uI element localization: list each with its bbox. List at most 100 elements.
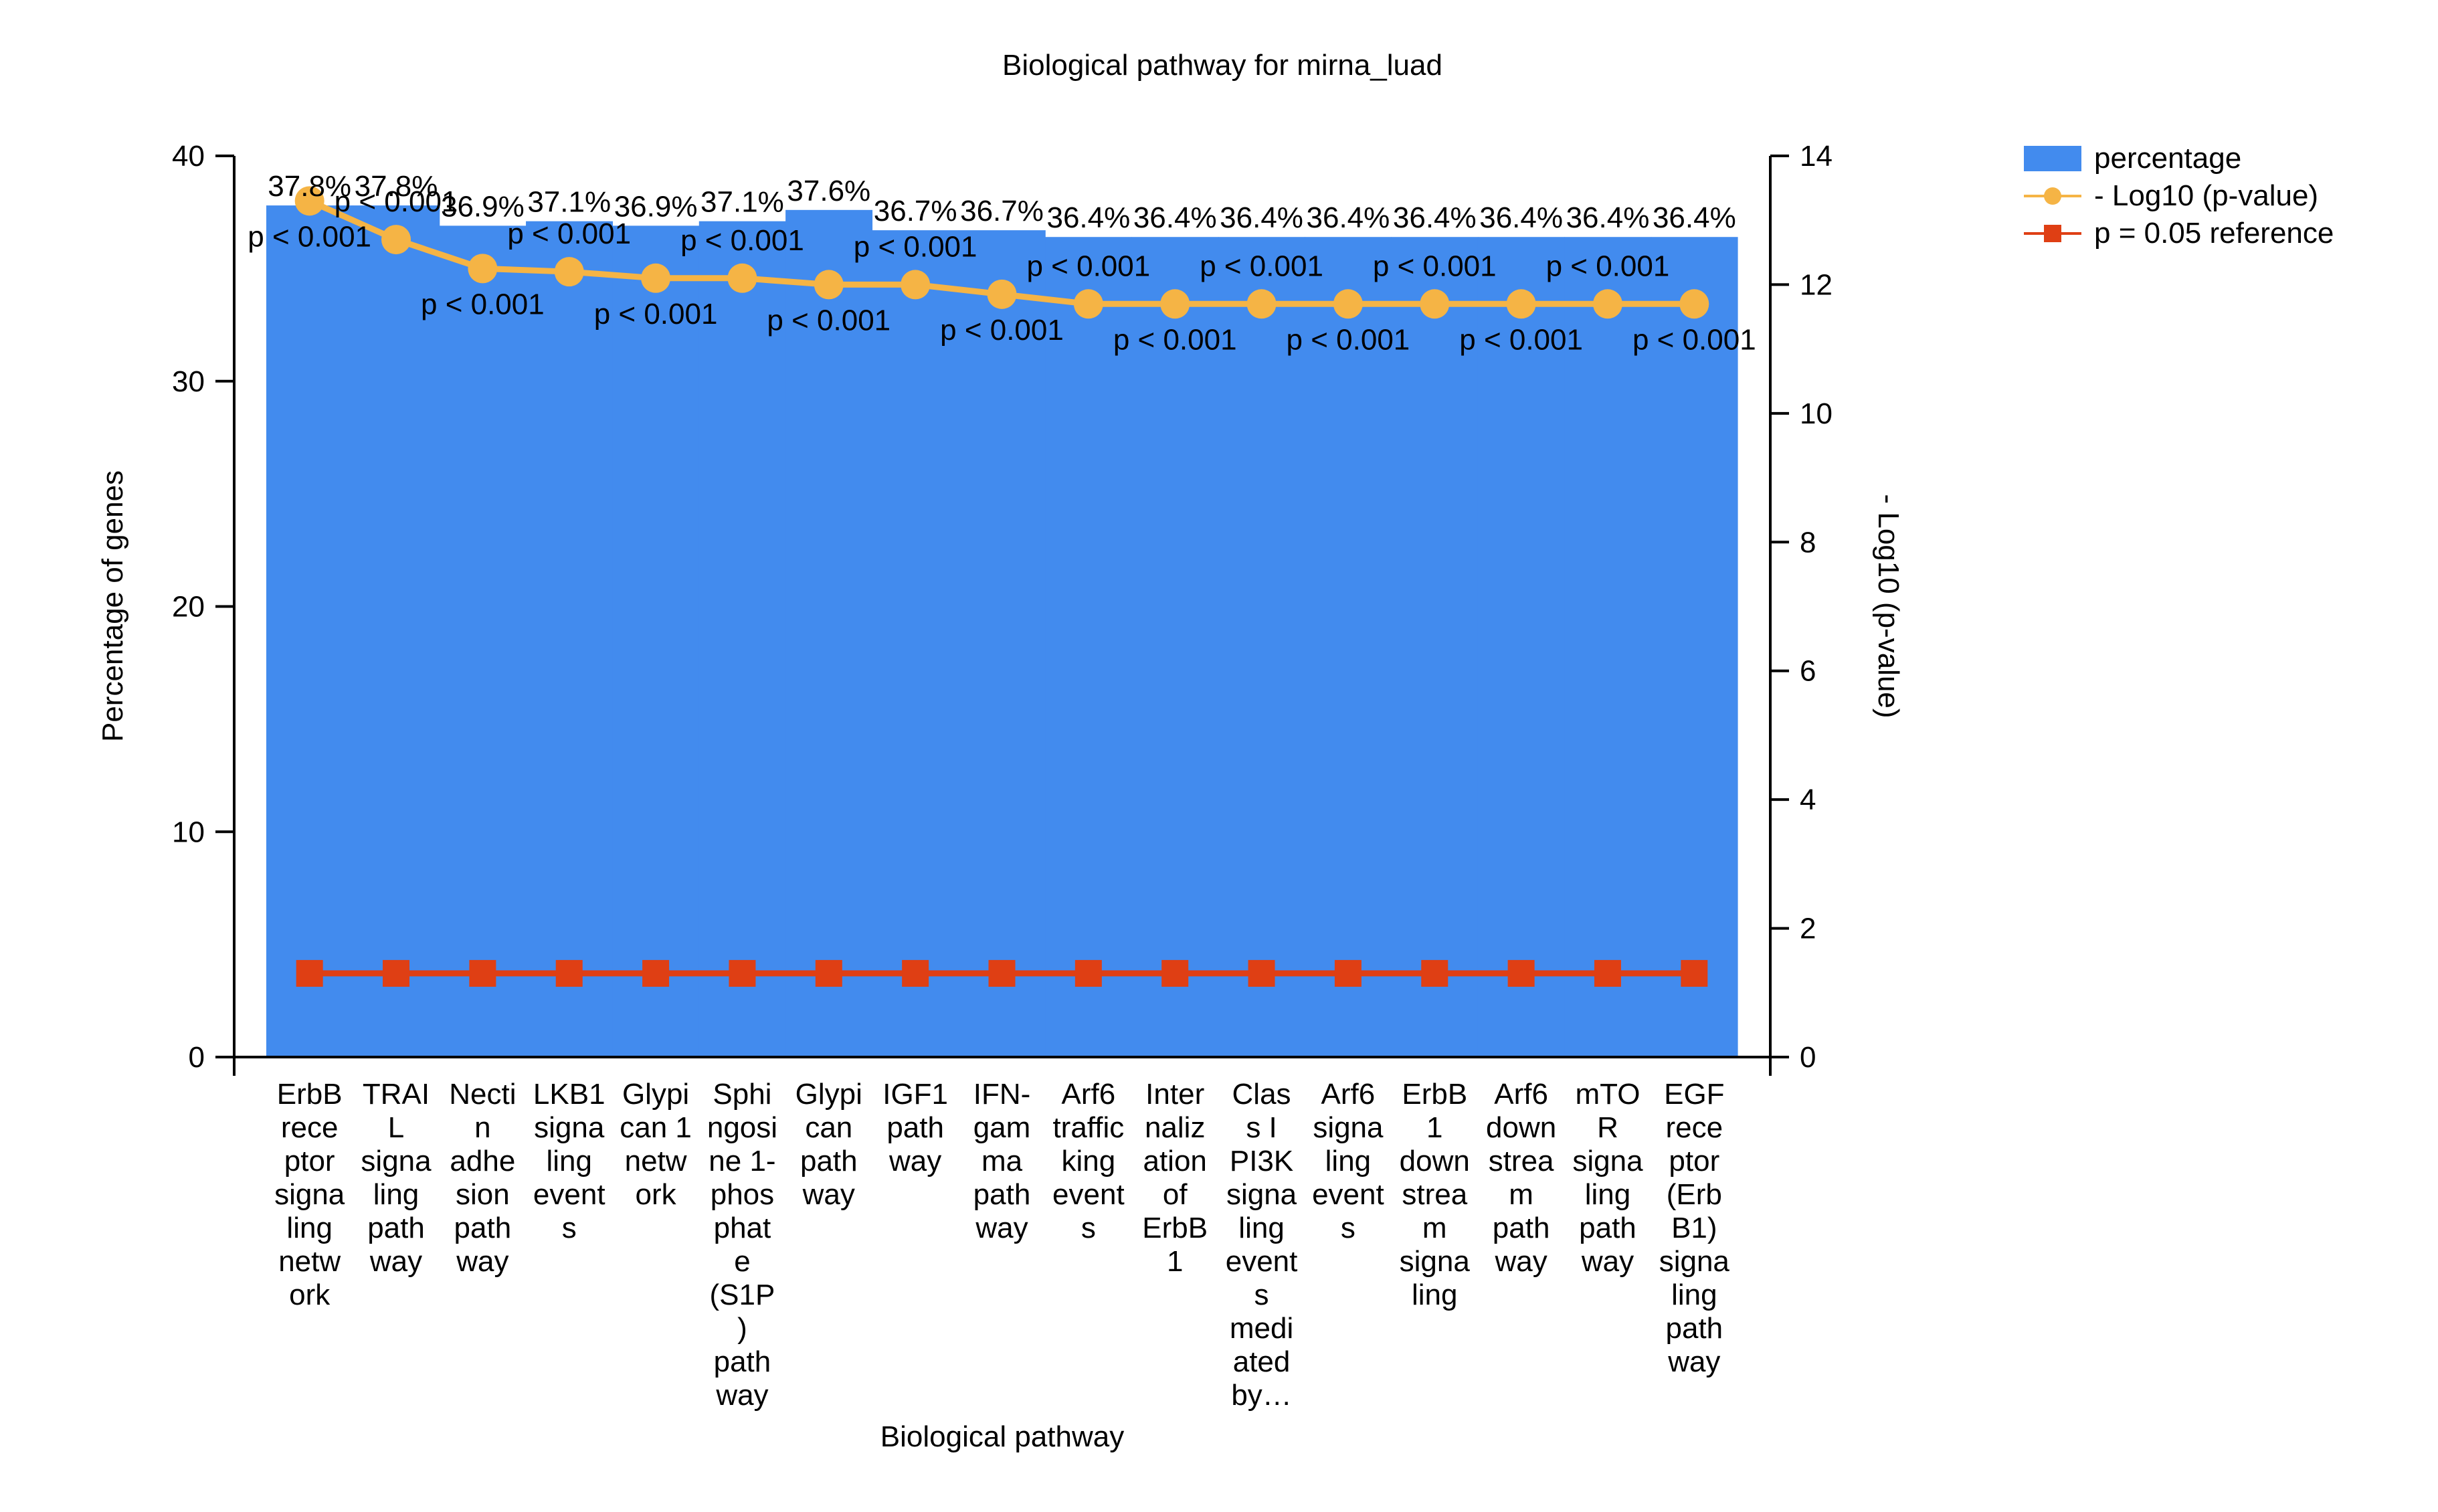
x-tick-label-line: m — [1422, 1212, 1447, 1244]
legend-swatch-pvalue-marker — [2044, 187, 2061, 205]
legend-label-reference: p = 0.05 reference — [2094, 217, 2334, 250]
bar — [1305, 237, 1392, 1058]
legend-swatch-reference-marker — [2044, 225, 2061, 242]
x-tick-label-line: ling — [286, 1212, 333, 1244]
y2-tick-label: 14 — [1800, 140, 1833, 173]
pvalue-label: p < 0.001 — [421, 288, 545, 320]
legend-swatch-percentage — [2024, 146, 2081, 171]
x-tick-label-line: path — [886, 1111, 944, 1144]
bar — [1391, 237, 1479, 1058]
x-tick-label-line: (Erb — [1667, 1178, 1722, 1211]
y-tick-label: 20 — [172, 591, 205, 624]
x-tick-label-line: B1) — [1671, 1212, 1717, 1244]
x-tick-label-line: phos — [711, 1178, 774, 1211]
bar-value-label: 37.1% — [700, 186, 784, 219]
pvalue-label: p < 0.001 — [594, 298, 718, 330]
x-tick-label-line: ErbB — [1142, 1212, 1208, 1244]
x-tick-label-line: way — [888, 1145, 941, 1177]
x-tick-label-line: IGF1 — [882, 1078, 948, 1111]
x-tick-label-line: ling — [1412, 1279, 1458, 1311]
bar-value-label: 36.4% — [1220, 201, 1303, 234]
reference-point — [383, 959, 410, 987]
bar-value-label: 36.9% — [441, 190, 525, 223]
x-tick-label-line: path — [367, 1212, 425, 1244]
bar-value-label: 37.6% — [787, 175, 870, 207]
x-tick-label-line: IFN- — [973, 1078, 1031, 1111]
pvalue-label: p < 0.001 — [507, 217, 631, 250]
x-tick-label-line: ErbB — [1402, 1078, 1467, 1111]
bars-layer — [266, 205, 1738, 1058]
y-tick-label: 0 — [189, 1041, 205, 1074]
y2-axis-ticks: 0 2 4 6 8 10 12 14 — [1770, 140, 1833, 1074]
x-tick-label-line: ptor — [1669, 1145, 1719, 1177]
x-tick-label-line: path — [1579, 1212, 1636, 1244]
x-tick-label-line: gam — [973, 1111, 1031, 1144]
reference-point — [469, 959, 496, 987]
x-tick-label-line: (S1P — [710, 1279, 775, 1311]
bar-value-label: 37.8% — [355, 170, 438, 203]
x-tick-label: Arf6 signa ling event s — [1312, 1078, 1384, 1244]
pvalue-point — [294, 186, 324, 216]
x-tick-label-line: Clas — [1232, 1078, 1291, 1111]
reference-point — [1334, 959, 1362, 987]
x-tick-label-line: way — [1667, 1345, 1720, 1378]
bar — [1045, 237, 1133, 1058]
pvalue-label: p < 0.001 — [940, 314, 1064, 347]
x-tick-label: LKB1 signa ling event s — [533, 1078, 605, 1244]
pvalue-label: p < 0.001 — [1200, 250, 1323, 282]
x-tick-label: Glypi can path way — [795, 1078, 862, 1211]
x-tick-label-line: way — [369, 1245, 422, 1278]
bar-value-label: 36.4% — [1479, 201, 1563, 234]
y2-tick-label: 12 — [1800, 268, 1833, 301]
x-tick-label-line: can — [805, 1111, 852, 1144]
y2-tick-label: 0 — [1800, 1041, 1816, 1074]
x-tick-label-line: 1 — [1426, 1111, 1442, 1144]
x-tick-label-line: signa — [361, 1145, 432, 1177]
reference-point — [1594, 959, 1621, 987]
x-tick-label-line: rece — [281, 1111, 339, 1144]
x-tick-label-line: e — [734, 1245, 750, 1278]
x-tick-label-line: ork — [289, 1279, 331, 1311]
x-tick-label-line: Glypi — [622, 1078, 689, 1111]
pvalue-label: p < 0.001 — [1373, 250, 1497, 282]
bar — [698, 221, 786, 1058]
reference-point — [1421, 959, 1448, 987]
x-tick-label-line: s I — [1246, 1111, 1277, 1144]
reference-point — [296, 959, 323, 987]
reference-point — [1161, 959, 1189, 987]
pvalue-line-layer — [294, 186, 1709, 319]
pvalue-point — [641, 263, 671, 293]
x-tick-label: Arf6 traffic king event s — [1052, 1078, 1125, 1244]
x-tick-label-line: path — [800, 1145, 858, 1177]
x-tick-label: Glypi can 1 netw ork — [620, 1078, 692, 1211]
x-tick-label-line: ation — [1143, 1145, 1206, 1177]
data-labels-layer: 37.8% 37.8%36.9% 37.1% 36.9% 37.1% 37.6%36.7%… — [248, 170, 1756, 356]
x-tick-label: IFN-gam ma path way — [973, 1078, 1031, 1244]
bar-value-label: 36.7% — [874, 195, 957, 227]
x-tick-label: IGF1 path way — [882, 1078, 948, 1177]
x-tick-label-line: way — [715, 1379, 768, 1412]
x-tick-label-line: Glypi — [795, 1078, 862, 1111]
reference-point — [988, 959, 1016, 987]
bar — [1564, 237, 1652, 1058]
bar — [1131, 237, 1219, 1058]
x-tick-label-line: phat — [714, 1212, 771, 1244]
x-tick-label: Sphi ngosi ne 1-phos phat e (S1P) path way — [707, 1078, 777, 1412]
bar — [612, 225, 700, 1058]
x-tick-label-line: path — [714, 1345, 771, 1378]
x-tick-label-line: s — [1081, 1212, 1096, 1244]
x-tick-label-line: signa — [1226, 1178, 1297, 1211]
x-tick-label-line: s — [1341, 1212, 1355, 1244]
pvalue-label: p < 0.001 — [1113, 323, 1237, 356]
x-tick-label-line: ling — [1325, 1145, 1372, 1177]
bar-value-label: 36.4% — [1393, 201, 1477, 234]
x-tick-label: Inter naliz ation of ErbB 1 — [1142, 1078, 1208, 1278]
bar — [266, 205, 353, 1058]
bar-value-label: 36.7% — [960, 195, 1044, 227]
x-tick-label-line: ErbB — [277, 1078, 343, 1111]
pvalue-point — [727, 263, 757, 293]
x-tick-label-line: Arf6 — [1062, 1078, 1116, 1111]
pvalue-point — [814, 270, 844, 300]
x-tick-label: Clas s I PI3K signa ling event s medi ated by… — [1226, 1078, 1298, 1412]
